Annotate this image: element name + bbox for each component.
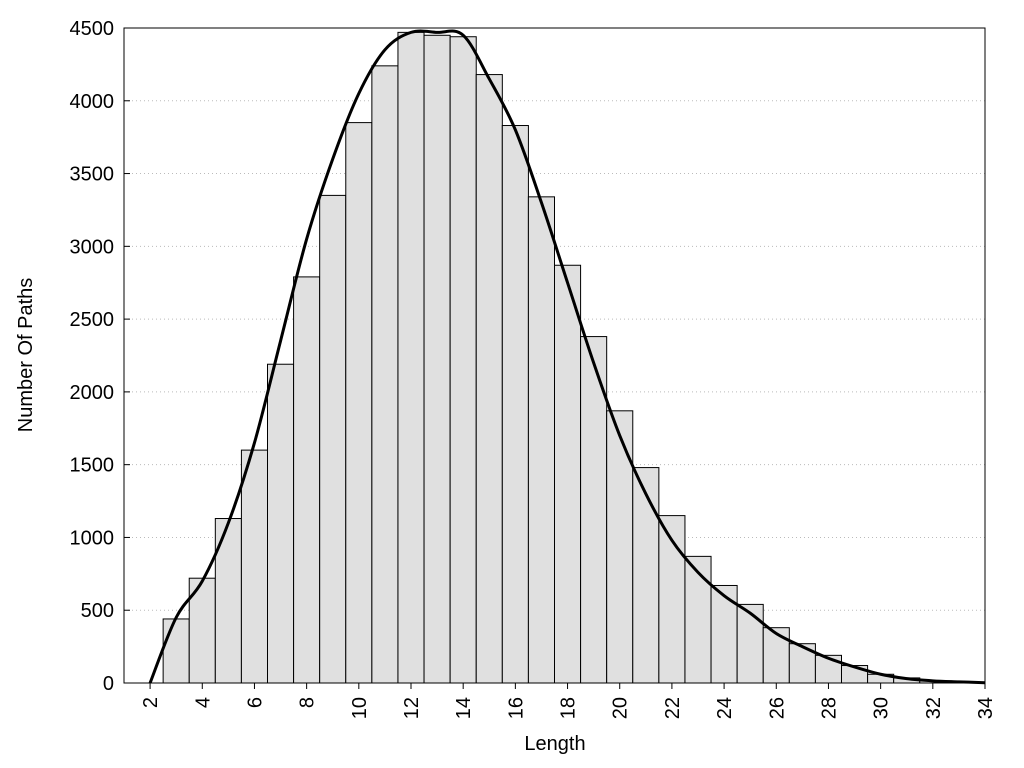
bar bbox=[267, 363, 295, 684]
y-tick-label: 1500 bbox=[70, 455, 115, 477]
bar bbox=[658, 515, 686, 684]
bar bbox=[501, 125, 529, 684]
bar bbox=[162, 618, 190, 684]
x-tick-label: 24 bbox=[714, 697, 736, 719]
x-tick-label: 16 bbox=[505, 697, 527, 719]
x-tick-label: 26 bbox=[766, 697, 788, 719]
bar bbox=[762, 627, 790, 684]
x-tick-label: 30 bbox=[871, 697, 893, 719]
y-tick-label: 1000 bbox=[70, 527, 115, 549]
plot-frame bbox=[123, 27, 986, 684]
x-tick-label: 4 bbox=[192, 697, 214, 708]
y-tick-label: 4500 bbox=[70, 18, 115, 40]
bar bbox=[632, 467, 660, 684]
y-tick-label: 500 bbox=[81, 600, 114, 622]
bar bbox=[710, 584, 738, 684]
x-tick-label: 28 bbox=[818, 697, 840, 719]
x-tick-label: 8 bbox=[297, 697, 319, 708]
y-tick-label: 4000 bbox=[70, 91, 115, 113]
x-tick-label: 32 bbox=[923, 697, 945, 719]
y-tick-label: 0 bbox=[103, 673, 114, 695]
bar bbox=[371, 65, 399, 684]
bar bbox=[293, 276, 321, 684]
bar bbox=[580, 336, 608, 684]
x-tick-label: 34 bbox=[975, 697, 997, 719]
bar bbox=[449, 36, 477, 684]
bar bbox=[684, 555, 712, 684]
bar bbox=[319, 194, 347, 684]
y-axis-label: Number Of Paths bbox=[15, 278, 37, 433]
bar bbox=[475, 74, 503, 684]
x-axis-label: Length bbox=[524, 733, 585, 755]
x-tick-label: 10 bbox=[349, 697, 371, 719]
bar bbox=[606, 410, 634, 684]
bar bbox=[423, 34, 451, 684]
density-line bbox=[148, 29, 986, 685]
bar bbox=[397, 31, 425, 684]
y-tick-label: 3000 bbox=[70, 236, 115, 258]
y-tick-label: 3500 bbox=[70, 164, 115, 186]
bar bbox=[736, 603, 764, 684]
x-tick-label: 12 bbox=[401, 697, 423, 719]
x-tick-label: 18 bbox=[558, 697, 580, 719]
bar bbox=[240, 449, 268, 684]
x-tick-label: 20 bbox=[610, 697, 632, 719]
bar bbox=[554, 264, 582, 684]
x-tick-label: 22 bbox=[662, 697, 684, 719]
x-tick-label: 2 bbox=[140, 697, 162, 708]
bar bbox=[345, 122, 373, 684]
y-tick-label: 2500 bbox=[70, 309, 115, 331]
y-tick-label: 2000 bbox=[70, 382, 115, 404]
x-tick-label: 14 bbox=[453, 697, 475, 719]
bar bbox=[527, 196, 556, 684]
x-tick-label: 6 bbox=[244, 697, 266, 708]
